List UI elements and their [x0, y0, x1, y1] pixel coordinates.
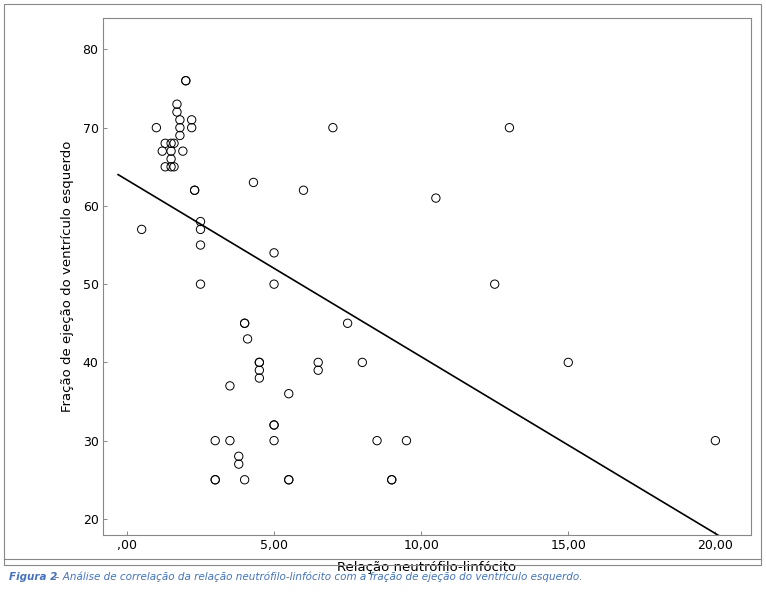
- Point: [224, 381, 236, 391]
- Point: [312, 358, 324, 367]
- Point: [195, 217, 207, 226]
- Point: [168, 138, 180, 148]
- Point: [174, 115, 186, 124]
- Point: [312, 365, 324, 375]
- Point: [297, 185, 309, 195]
- Point: [136, 225, 148, 234]
- Point: [180, 76, 192, 86]
- Text: Figura 2: Figura 2: [9, 572, 57, 582]
- Point: [401, 436, 413, 446]
- Point: [185, 123, 198, 132]
- Point: [171, 100, 183, 109]
- Point: [489, 279, 501, 289]
- Point: [238, 318, 250, 328]
- Point: [562, 358, 574, 367]
- Point: [159, 138, 172, 148]
- Point: [268, 420, 280, 430]
- Point: [224, 436, 236, 446]
- Point: [165, 146, 177, 156]
- Point: [283, 475, 295, 484]
- Point: [385, 475, 398, 484]
- Point: [180, 76, 192, 86]
- Point: [165, 138, 177, 148]
- Point: [156, 146, 169, 156]
- Point: [268, 420, 280, 430]
- Point: [238, 475, 250, 484]
- Point: [209, 436, 221, 446]
- Point: [241, 334, 254, 344]
- Point: [174, 123, 186, 132]
- Point: [327, 123, 339, 132]
- Point: [174, 130, 186, 140]
- Point: [268, 248, 280, 258]
- Point: [159, 162, 172, 172]
- Point: [150, 123, 162, 132]
- Point: [209, 475, 221, 484]
- Text: – Análise de correlação da relação neutrófilo-linfócito com a fração de ejeção d: – Análise de correlação da relação neutr…: [51, 571, 583, 582]
- Point: [188, 185, 201, 195]
- Point: [233, 459, 245, 469]
- X-axis label: Relação neutrófilo-linfócito: Relação neutrófilo-linfócito: [338, 561, 516, 574]
- Point: [247, 178, 260, 187]
- Point: [342, 318, 354, 328]
- Point: [709, 436, 722, 446]
- Point: [503, 123, 516, 132]
- Point: [254, 365, 266, 375]
- Point: [268, 436, 280, 446]
- Point: [195, 240, 207, 250]
- Point: [283, 475, 295, 484]
- Point: [430, 193, 442, 203]
- Point: [283, 389, 295, 399]
- Y-axis label: Fração de ejeção do ventrículo esquerdo: Fração de ejeção do ventrículo esquerdo: [61, 141, 74, 412]
- Point: [385, 475, 398, 484]
- Point: [195, 225, 207, 234]
- Point: [165, 154, 177, 164]
- Point: [185, 115, 198, 124]
- Point: [195, 279, 207, 289]
- Point: [254, 358, 266, 367]
- Point: [168, 162, 180, 172]
- Point: [254, 358, 266, 367]
- Point: [209, 475, 221, 484]
- Point: [268, 279, 280, 289]
- Point: [188, 185, 201, 195]
- Point: [165, 162, 177, 172]
- Point: [177, 146, 189, 156]
- Point: [254, 373, 266, 383]
- Point: [371, 436, 383, 446]
- Point: [233, 451, 245, 461]
- Point: [238, 318, 250, 328]
- Point: [171, 107, 183, 117]
- Point: [356, 358, 368, 367]
